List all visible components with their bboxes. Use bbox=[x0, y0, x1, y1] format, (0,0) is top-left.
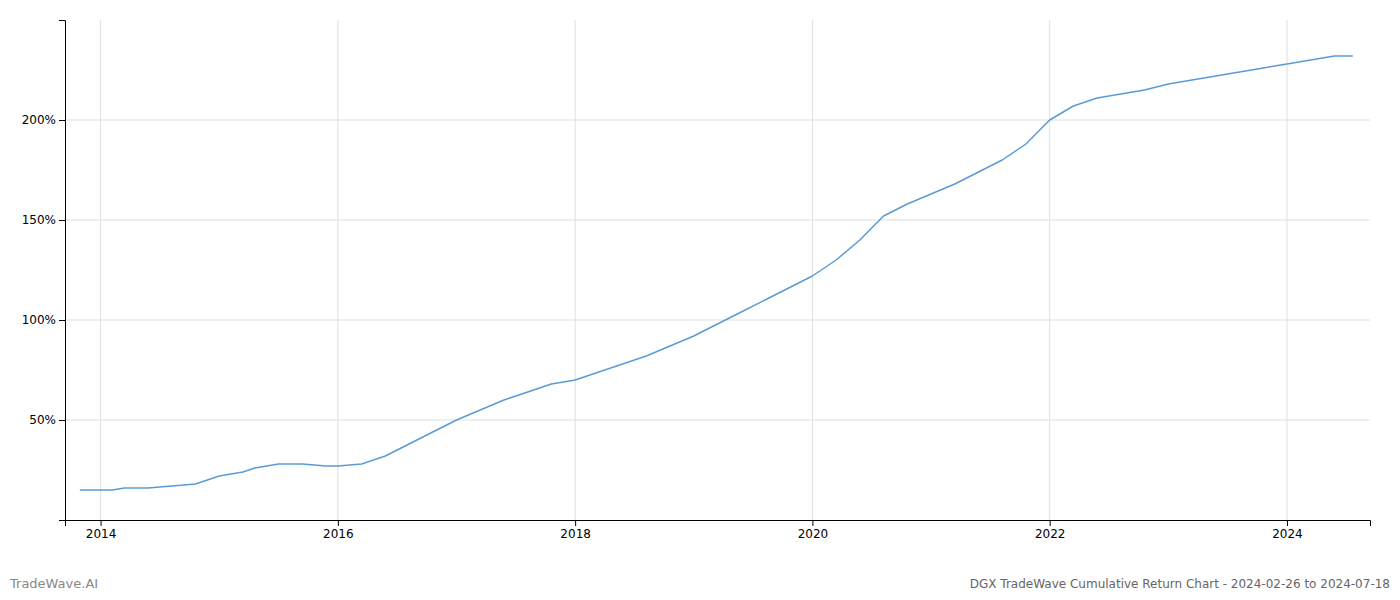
grid-line bbox=[65, 320, 1370, 321]
plot-area bbox=[80, 56, 1352, 490]
grid-line bbox=[337, 20, 338, 520]
y-tick: 50% bbox=[29, 413, 65, 427]
grid-line bbox=[812, 20, 813, 520]
y-tick-mark bbox=[59, 220, 65, 221]
y-tick-label: 150% bbox=[22, 213, 56, 227]
watermark: TradeWave.AI bbox=[9, 576, 98, 591]
grid-line bbox=[65, 120, 1370, 121]
x-tick-mark bbox=[101, 520, 102, 526]
y-tick-mark bbox=[59, 120, 65, 121]
y-tick-mark bbox=[59, 420, 65, 421]
grid-line bbox=[65, 420, 1370, 421]
x-tick-label: 2022 bbox=[1035, 527, 1066, 541]
x-tick: 2020 bbox=[798, 520, 829, 541]
y-tick: 150% bbox=[22, 213, 65, 227]
grid-line bbox=[100, 20, 101, 520]
x-tick-label: 2024 bbox=[1272, 527, 1303, 541]
grid-line bbox=[575, 20, 576, 520]
x-tick: 2024 bbox=[1272, 520, 1303, 541]
y-axis: 50% 100% 150% 200% bbox=[22, 21, 66, 521]
y-tick-label: 200% bbox=[22, 113, 56, 127]
x-tick-label: 2020 bbox=[798, 527, 829, 541]
y-tick-label: 50% bbox=[29, 413, 56, 427]
grid bbox=[65, 20, 1370, 520]
x-tick-mark bbox=[1050, 520, 1051, 526]
y-tick-label: 100% bbox=[22, 313, 56, 327]
y-tick: 200% bbox=[22, 113, 65, 127]
x-tick-mark bbox=[338, 520, 339, 526]
grid-line bbox=[1286, 20, 1287, 520]
x-tick: 2014 bbox=[86, 520, 117, 541]
x-axis-line bbox=[66, 521, 1371, 527]
y-tick: 100% bbox=[22, 313, 65, 327]
chart: 2014 2016 2018 2020 2022 2024 50% 100% 150% 200% T… bbox=[0, 0, 1400, 600]
y-axis-line bbox=[59, 21, 66, 521]
x-tick: 2022 bbox=[1035, 520, 1066, 541]
x-axis: 2014 2016 2018 2020 2022 2024 bbox=[66, 520, 1371, 541]
grid-line bbox=[65, 220, 1370, 221]
x-tick-label: 2016 bbox=[323, 527, 354, 541]
x-tick-label: 2014 bbox=[86, 527, 117, 541]
grid-line bbox=[1049, 20, 1050, 520]
y-tick-mark bbox=[59, 320, 65, 321]
x-tick: 2016 bbox=[323, 520, 354, 541]
x-tick-mark bbox=[1287, 520, 1288, 526]
x-tick-mark bbox=[812, 520, 813, 526]
x-tick-label: 2018 bbox=[560, 527, 591, 541]
x-tick: 2018 bbox=[560, 520, 591, 541]
x-tick-mark bbox=[575, 520, 576, 526]
line bbox=[80, 56, 1352, 490]
title: DGX TradeWave Cumulative Return Chart - … bbox=[970, 577, 1390, 591]
